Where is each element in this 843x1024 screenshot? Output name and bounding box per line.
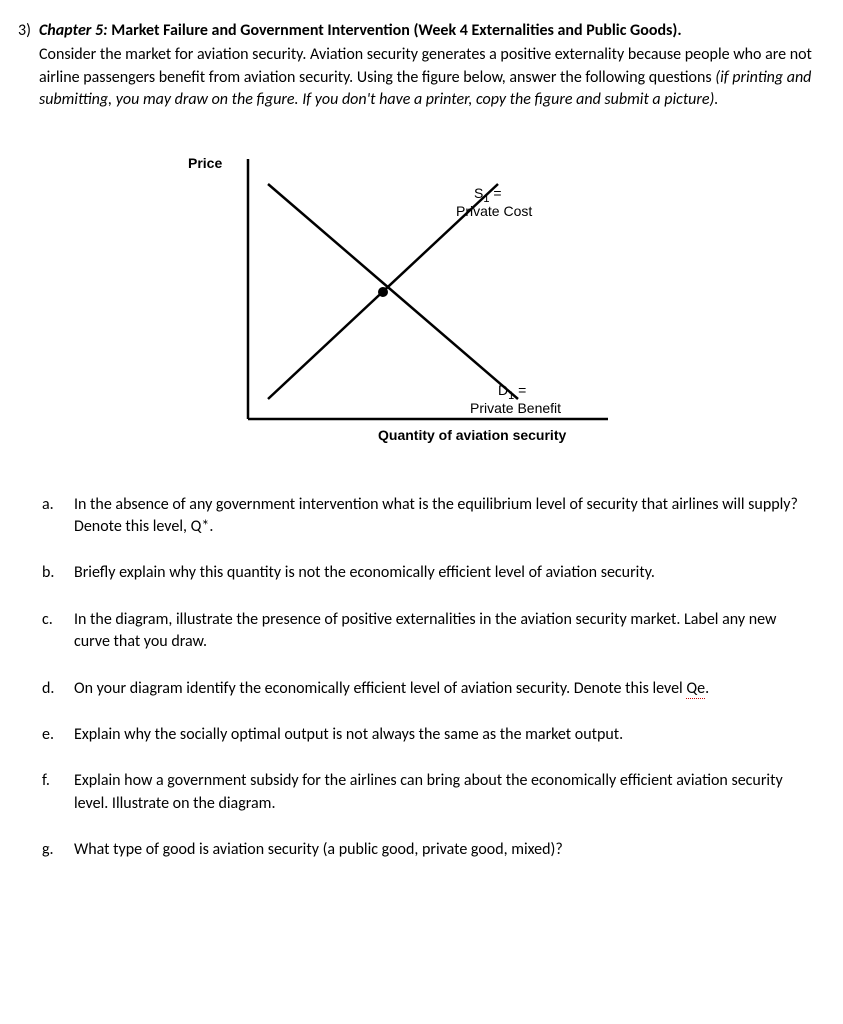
- sub-question: f. Explain how a government subsidy for t…: [42, 770, 813, 815]
- sub-text: Explain how a government subsidy for the…: [74, 770, 813, 815]
- sub-text: Briefly explain why this quantity is not…: [74, 562, 813, 584]
- chapter-prefix: Chapter 5:: [39, 21, 108, 40]
- sub-question: a. In the absence of any government inter…: [42, 494, 813, 539]
- sub-text: Explain why the socially optimal output …: [74, 724, 813, 746]
- qe-underlined: Qe: [686, 679, 705, 699]
- supply-demand-chart: Price S1 = Private Cost D1 = Private Ben…: [188, 144, 668, 464]
- chapter-title: Market Failure and Government Interventi…: [111, 21, 681, 40]
- sub-letter: c.: [42, 609, 60, 654]
- sub-letter: e.: [42, 724, 60, 746]
- intro-text: Consider the market for aviation securit…: [39, 44, 813, 111]
- sub-letter: f.: [42, 770, 60, 815]
- chapter-line: Chapter 5: Market Failure and Government…: [39, 20, 813, 42]
- question-number: 3): [18, 20, 31, 114]
- question-block: 3) Chapter 5: Market Failure and Governm…: [18, 20, 813, 114]
- sub-question: e. Explain why the socially optimal outpu…: [42, 724, 813, 746]
- intro-body: Consider the market for aviation securit…: [39, 45, 812, 86]
- question-body: Chapter 5: Market Failure and Government…: [39, 20, 813, 114]
- sub-question: d. On your diagram identify the economica…: [42, 678, 813, 700]
- y-axis-label: Price: [188, 154, 222, 174]
- sub-question: b. Briefly explain why this quantity is n…: [42, 562, 813, 584]
- sub-letter: g.: [42, 839, 60, 861]
- x-axis-label: Quantity of aviation security: [378, 426, 566, 446]
- sub-letter: a.: [42, 494, 60, 539]
- demand-sublabel: Private Benefit: [470, 399, 561, 419]
- sub-letter: b.: [42, 562, 60, 584]
- sub-text: What type of good is aviation security (…: [74, 839, 813, 861]
- chart-svg: [188, 144, 668, 464]
- sub-question: c. In the diagram, illustrate the presenc…: [42, 609, 813, 654]
- sub-text: In the absence of any government interve…: [74, 494, 813, 539]
- sub-text: In the diagram, illustrate the presence …: [74, 609, 813, 654]
- sub-letter: d.: [42, 678, 60, 700]
- supply-sublabel: Private Cost: [456, 202, 532, 222]
- sub-question: g. What type of good is aviation security…: [42, 839, 813, 861]
- sub-questions: a. In the absence of any government inter…: [42, 494, 813, 862]
- sub-text: On your diagram identify the economicall…: [74, 678, 813, 700]
